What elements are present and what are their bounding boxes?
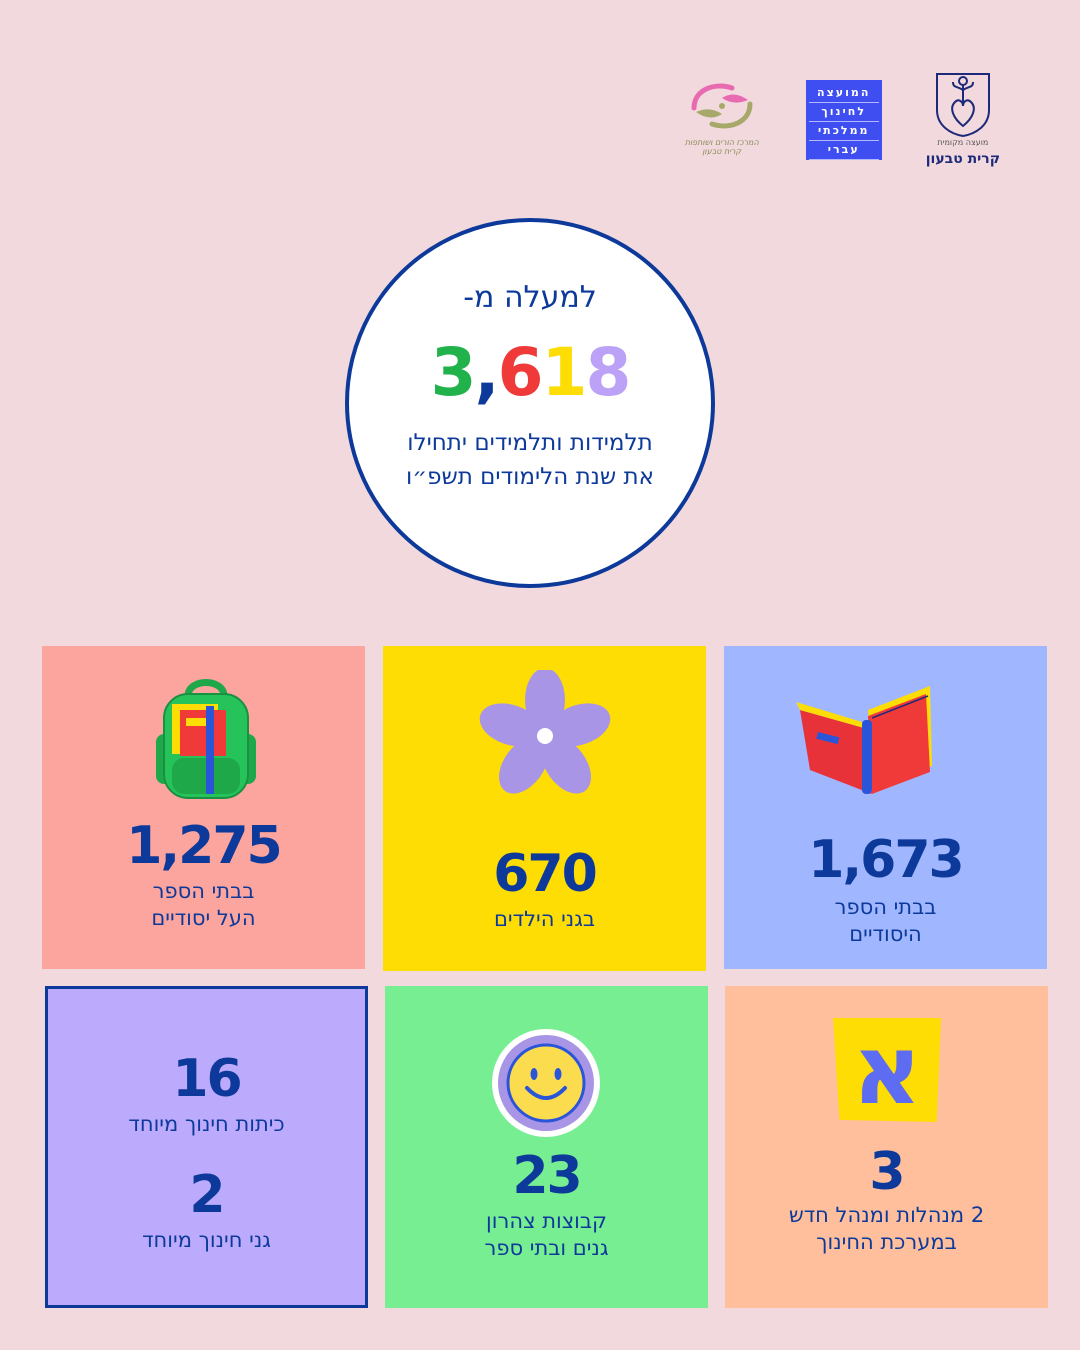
tile-number: 3 <box>869 1142 905 1202</box>
tile-number: 2 <box>189 1165 225 1225</box>
community-logo: המרכז הורים ושותפות קרית טבעון <box>682 78 762 156</box>
tivon-logo-sub: מועצה מקומית <box>937 138 989 147</box>
council-letters-grid: המועצה לחינוך ממלכתי עברי <box>805 80 882 160</box>
hero-description: תלמידות ותלמידים יתחילו את שנת הלימודים … <box>405 430 654 490</box>
smiley-icon <box>492 1029 600 1137</box>
backpack-icon <box>156 679 256 799</box>
tile-label: 2 מנהלות ומנהל חדש <box>788 1203 985 1227</box>
hero-digit: , <box>474 334 500 411</box>
tivon-shield-icon <box>935 73 990 138</box>
tile-label: קבוצות צהרון <box>486 1209 607 1233</box>
council-line: עברי <box>808 141 879 160</box>
tile-label: בבתי הספר <box>152 879 255 903</box>
kiryat-tivon-logo: מועצה מקומית קרית טבעון <box>926 70 1000 167</box>
tile-kindergarten: 670 בגני הילדים <box>383 646 706 971</box>
hero-circle: למעלה מ- 3,618 תלמידות ותלמידים יתחילו א… <box>345 218 715 588</box>
tile-primary: 1,673 בבתי הספר היסודיים <box>724 646 1047 969</box>
tile-label: בגני הילדים <box>493 907 596 931</box>
community-logo-caption: המרכז הורים ושותפות קרית טבעון <box>684 138 759 156</box>
education-council-logo: המועצה לחינוך ממלכתי עברי <box>805 80 882 160</box>
hands-circle-icon <box>691 83 753 129</box>
council-line: לחינוך <box>808 103 879 122</box>
tivon-logo-name: קרית טבעון <box>925 151 1000 167</box>
logo-bar: המרכז הורים ושותפות קרית טבעון המועצה לח… <box>682 64 1000 167</box>
hero-total-number: 3,618 <box>349 334 711 411</box>
tile-afternoon: 23 קבוצות צהרון גנים ובתי ספר <box>385 986 708 1308</box>
alef-letter: א <box>852 1014 922 1126</box>
tile-label: העל יסודיים <box>151 906 256 930</box>
council-line: ממלכתי <box>808 122 879 141</box>
tile-number: 1,673 <box>808 830 964 890</box>
alef-letter-icon: א <box>833 1018 941 1122</box>
tile-label: גני חינוך מיוחד <box>142 1228 271 1252</box>
hero-digit: 6 <box>497 334 544 411</box>
hero-digit: 3 <box>430 334 477 411</box>
hero-digit: 1 <box>541 334 588 411</box>
tile-label: בבתי הספר <box>834 895 937 919</box>
hero-above-text: למעלה מ- <box>463 280 597 315</box>
tile-label: גנים ובתי ספר <box>484 1236 609 1260</box>
tile-number: 670 <box>493 844 598 904</box>
tile-label: במערכת החינוך <box>816 1230 957 1254</box>
council-line: המועצה <box>808 84 879 103</box>
tile-number: 16 <box>172 1049 242 1109</box>
book-icon <box>796 686 932 794</box>
hero-digit: 8 <box>585 334 631 411</box>
flower-icon <box>479 670 611 794</box>
tile-high-school: 1,275 בבתי הספר העל יסודיים <box>42 646 365 969</box>
tile-number: 1,275 <box>126 816 282 876</box>
tile-special-education: 16 כיתות חינוך מיוחד 2 גני חינוך מיוחד <box>45 986 368 1308</box>
tile-number: 23 <box>512 1146 582 1206</box>
tile-label: היסודיים <box>849 922 922 946</box>
tile-label: כיתות חינוך מיוחד <box>128 1112 285 1136</box>
tile-principals: א 3 2 מנהלות ומנהל חדש במערכת החינוך <box>725 986 1048 1308</box>
